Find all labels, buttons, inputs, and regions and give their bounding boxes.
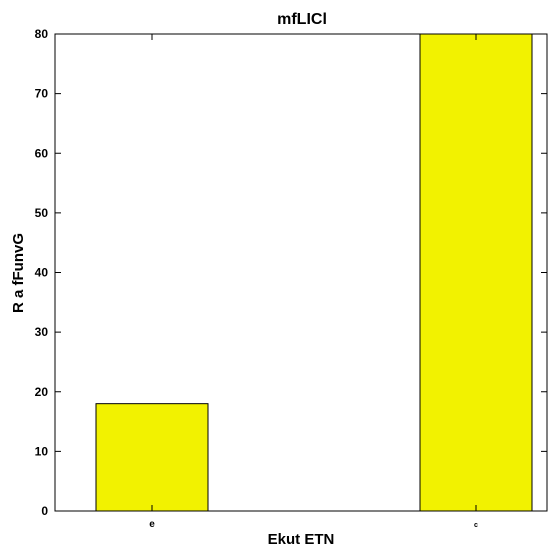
y-tick-label: 10 [35, 444, 49, 458]
y-tick-label: 40 [35, 266, 49, 280]
chart-title: mfLICl [277, 11, 327, 28]
x-tick-label: c [474, 522, 478, 529]
y-tick-label: 50 [35, 206, 49, 220]
x-tick-label: e [149, 519, 155, 530]
x-axis-label: Ekut ETN [268, 531, 335, 548]
y-axis-ticks: 0 10 20 30 40 50 60 70 80 [35, 27, 547, 518]
bar-e [95, 403, 209, 512]
y-tick-label: 80 [35, 27, 49, 41]
bar-c [419, 33, 533, 512]
bars [95, 33, 533, 512]
y-tick-label: 70 [35, 87, 49, 101]
y-axis-label: R a fFunvG [10, 233, 27, 313]
y-tick-label: 60 [35, 146, 49, 160]
y-tick-label: 20 [35, 385, 49, 399]
y-tick-label: 0 [41, 504, 48, 518]
y-tick-label: 30 [35, 325, 49, 339]
